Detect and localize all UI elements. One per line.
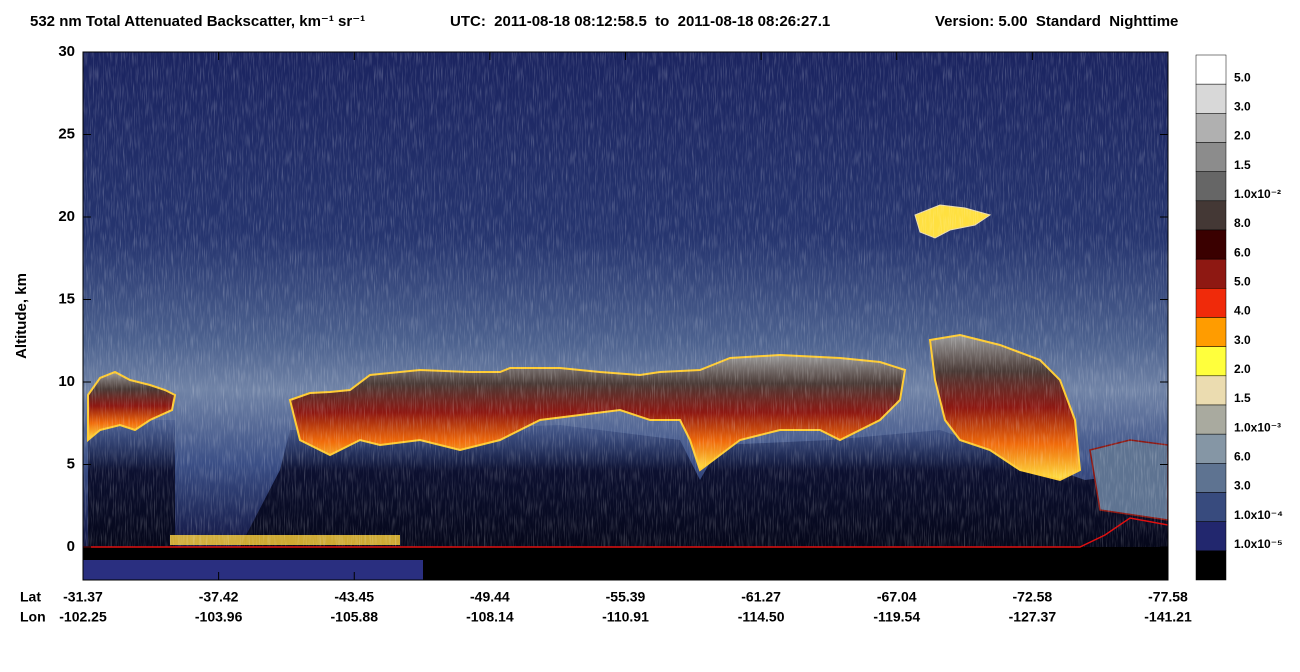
- colorbar-swatch: [1195, 171, 1227, 202]
- colorbar-label: 2.0: [1234, 129, 1251, 143]
- y-tick-label: 15: [58, 290, 75, 307]
- y-tick-label: 10: [58, 373, 75, 390]
- x-tick-label: -72.58: [1013, 589, 1053, 605]
- time-range: UTC: 2011-08-18 08:12:58.5 to 2011-08-18…: [450, 13, 830, 30]
- y-tick-label: 30: [58, 43, 75, 60]
- x-tick-label: -49.44: [470, 589, 510, 605]
- colorbar-label: 8.0: [1234, 216, 1251, 230]
- colorbar-swatch: [1195, 258, 1227, 289]
- colorbar-swatch: [1195, 404, 1227, 435]
- colorbar-label: 3.0: [1234, 333, 1251, 347]
- x-tick-label: -141.21: [1144, 609, 1192, 625]
- x-tick-label: -43.45: [334, 589, 374, 605]
- colorbar-swatch: [1195, 317, 1227, 347]
- x-tick-label: -103.96: [195, 609, 243, 625]
- colorbar-swatch: [1195, 288, 1227, 318]
- colorbar-swatch: [1195, 113, 1227, 143]
- x-tick-label: -114.50: [738, 609, 785, 625]
- y-tick-label: 0: [67, 538, 75, 555]
- x-tick-label: -102.25: [59, 609, 107, 625]
- x-row-label: Lon: [20, 609, 46, 625]
- colorbar-swatch: [1195, 375, 1227, 406]
- subsurface-band: [83, 560, 423, 580]
- colorbar-label: 5.0: [1234, 70, 1251, 84]
- x-row-label: Lat: [20, 589, 41, 605]
- colorbar-label: 1.0x10⁻⁵: [1234, 537, 1283, 551]
- x-tick-label: -77.58: [1148, 589, 1188, 605]
- x-tick-label: -67.04: [877, 589, 917, 605]
- colorbar-label: 6.0: [1234, 450, 1251, 464]
- x-tick-label: -127.37: [1009, 609, 1057, 625]
- colorbar-swatch: [1195, 550, 1227, 581]
- colorbar-label: 1.0x10⁻²: [1234, 187, 1281, 201]
- colorbar-swatch: [1195, 463, 1227, 493]
- colorbar-swatch: [1195, 492, 1227, 522]
- y-axis-label: Altitude, km: [13, 273, 30, 359]
- colorbar-label: 5.0: [1234, 275, 1251, 289]
- colorbar-swatch: [1195, 54, 1227, 85]
- chart-title: 532 nm Total Attenuated Backscatter, km⁻…: [30, 13, 365, 30]
- colorbar-swatch: [1195, 200, 1227, 231]
- colorbar-label: 1.5: [1234, 158, 1251, 172]
- y-tick-label: 20: [58, 208, 75, 225]
- x-tick-label: -31.37: [63, 589, 103, 605]
- colorbar-label: 4.0: [1234, 304, 1251, 318]
- colorbar-swatch: [1195, 229, 1227, 260]
- x-tick-label: -105.88: [331, 609, 379, 625]
- colorbar-label: 1.5: [1234, 391, 1251, 405]
- colorbar-label: 1.0x10⁻⁴: [1234, 508, 1283, 522]
- y-tick-label: 25: [58, 125, 75, 142]
- colorbar-swatch: [1195, 346, 1227, 377]
- colorbar-label: 2.0: [1234, 362, 1251, 376]
- y-tick-label: 5: [67, 455, 75, 472]
- x-tick-label: -119.54: [873, 609, 920, 625]
- colorbar-swatch: [1195, 433, 1227, 464]
- colorbar-swatch: [1195, 521, 1227, 552]
- noise: [83, 52, 1168, 580]
- x-tick-label: -37.42: [199, 589, 239, 605]
- version: Version: 5.00 Standard Nighttime: [935, 13, 1178, 30]
- surface-line: [83, 517, 1168, 548]
- colorbar-label: 3.0: [1234, 100, 1251, 114]
- colorbar-label: 6.0: [1234, 245, 1251, 259]
- x-tick-label: -108.14: [466, 609, 514, 625]
- colorbar-label: 3.0: [1234, 479, 1251, 493]
- colorbar-label: 1.0x10⁻³: [1234, 420, 1281, 434]
- colorbar-swatch: [1195, 83, 1227, 114]
- x-tick-label: -61.27: [741, 589, 781, 605]
- backscatter-image: [83, 52, 1168, 580]
- x-tick-label: -110.91: [602, 609, 649, 625]
- x-tick-label: -55.39: [606, 589, 646, 605]
- colorbar-swatch: [1195, 142, 1227, 172]
